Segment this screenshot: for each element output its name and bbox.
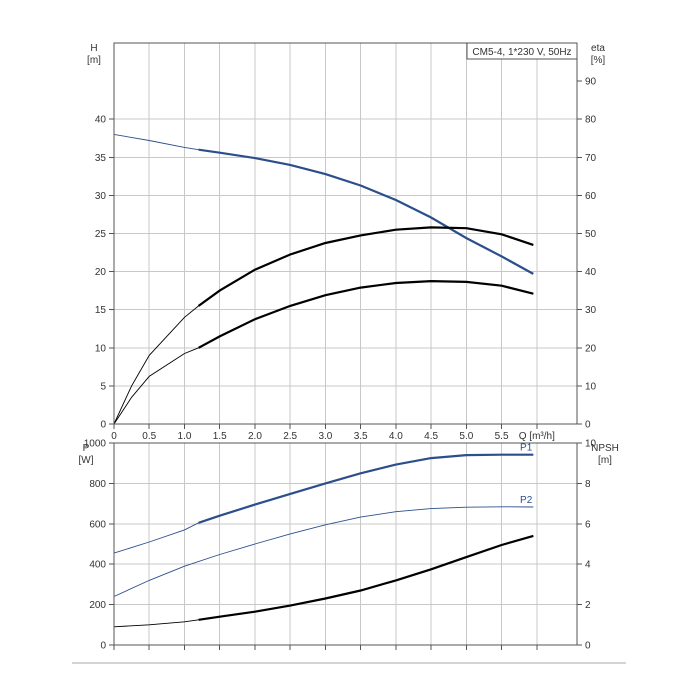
npsh-axis-unit: [m] xyxy=(598,455,612,466)
series-line-thin-2 xyxy=(113,280,534,425)
x-tick-label: 0 xyxy=(111,431,117,442)
x-tick-label: 4.5 xyxy=(424,431,438,442)
series-line-0 xyxy=(198,148,534,275)
npsh-axis-label: NPSH xyxy=(591,443,619,454)
left-tick-label: 30 xyxy=(95,191,107,202)
right-tick-label: 8 xyxy=(585,479,591,490)
power-npsh-panel: 0 200 400 600 800 1000 0 2 4 6 8 10 P1 P2 P [W] NPSH… xyxy=(79,439,619,652)
top-grid xyxy=(114,43,577,425)
right-tick-label: 20 xyxy=(585,343,597,354)
right-tick-label: 90 xyxy=(585,77,597,88)
p-axis-label: P xyxy=(83,443,90,454)
right-tick-label: 0 xyxy=(585,420,591,431)
series-line-thin-1 xyxy=(113,226,534,425)
left-tick-label: 5 xyxy=(100,381,106,392)
x-tick-label: 1.0 xyxy=(178,431,192,442)
series-line-2 xyxy=(198,279,534,349)
series-line-thin-2 xyxy=(113,535,534,628)
top-ticks: 0 5 10 15 20 25 30 35 40 0 10 20 30 40 50 60 70 80 90 0 0.5 1… xyxy=(95,77,597,442)
right-tick-label: 6 xyxy=(585,519,591,530)
x-tick-label: 5.0 xyxy=(459,431,473,442)
series-label-p1: P1 xyxy=(520,443,533,454)
left-tick-label: 600 xyxy=(89,519,106,530)
x-tick-label: 4.0 xyxy=(389,431,403,442)
series-line-thin-0 xyxy=(113,133,534,275)
eta-axis-label: eta xyxy=(591,43,605,54)
top-plot-frame xyxy=(113,42,578,425)
x-tick-label: 2.0 xyxy=(248,431,262,442)
h-axis-label: H xyxy=(90,43,97,54)
chart-title-box xyxy=(466,42,578,60)
x-tick-label: 1.5 xyxy=(213,431,227,442)
right-tick-label: 60 xyxy=(585,191,597,202)
chart-title: CM5-4, 1*230 V, 50Hz xyxy=(472,47,571,58)
x-tick-label: 0.5 xyxy=(142,431,156,442)
left-tick-label: 20 xyxy=(95,267,107,278)
right-tick-label: 40 xyxy=(585,267,597,278)
right-tick-label: 80 xyxy=(585,115,597,126)
left-tick-label: 400 xyxy=(89,560,106,571)
left-tick-label: 40 xyxy=(95,115,107,126)
right-tick-label: 50 xyxy=(585,229,597,240)
x-axis-label: Q [m³/h] xyxy=(519,431,555,442)
left-tick-label: 0 xyxy=(100,641,106,652)
right-tick-label: 10 xyxy=(585,439,597,450)
left-tick-label: 25 xyxy=(95,229,107,240)
series-line-thin-1 xyxy=(113,506,534,597)
left-tick-label: 10 xyxy=(95,343,107,354)
left-tick-label: 0 xyxy=(100,420,106,431)
eta-axis-unit: [%] xyxy=(591,55,606,66)
left-tick-label: 200 xyxy=(89,600,106,611)
right-tick-label: 0 xyxy=(585,641,591,652)
right-tick-label: 70 xyxy=(585,153,597,164)
right-tick-label: 2 xyxy=(585,600,591,611)
right-tick-label: 30 xyxy=(585,305,597,316)
x-tick-label: 3.0 xyxy=(318,431,332,442)
right-tick-label: 4 xyxy=(585,560,591,571)
head-efficiency-panel: 0 5 10 15 20 25 30 35 40 0 10 20 30 40 50 60 70 80 90 0 0.5 1… xyxy=(87,42,606,442)
series-label-p2: P2 xyxy=(520,495,533,506)
p-axis-unit: [W] xyxy=(79,455,94,466)
x-tick-label: 2.5 xyxy=(283,431,297,442)
x-tick-label: 5.5 xyxy=(495,431,509,442)
top-series xyxy=(113,133,534,425)
series-line-thin-0 xyxy=(113,454,534,554)
left-tick-label: 1000 xyxy=(84,439,107,450)
series-line-2 xyxy=(198,534,534,621)
bottom-plot-frame xyxy=(113,442,578,646)
series-line-p1 xyxy=(198,453,534,524)
bottom-ticks: 0 200 400 600 800 1000 0 2 4 6 8 10 xyxy=(84,439,597,652)
left-tick-label: 15 xyxy=(95,305,107,316)
h-axis-unit: [m] xyxy=(87,55,101,66)
bottom-series: P1 P2 xyxy=(113,443,534,628)
x-tick-label: 3.5 xyxy=(354,431,368,442)
right-tick-label: 10 xyxy=(585,381,597,392)
left-tick-label: 800 xyxy=(89,479,106,490)
series-line-1 xyxy=(197,226,534,307)
left-tick-label: 35 xyxy=(95,153,107,164)
